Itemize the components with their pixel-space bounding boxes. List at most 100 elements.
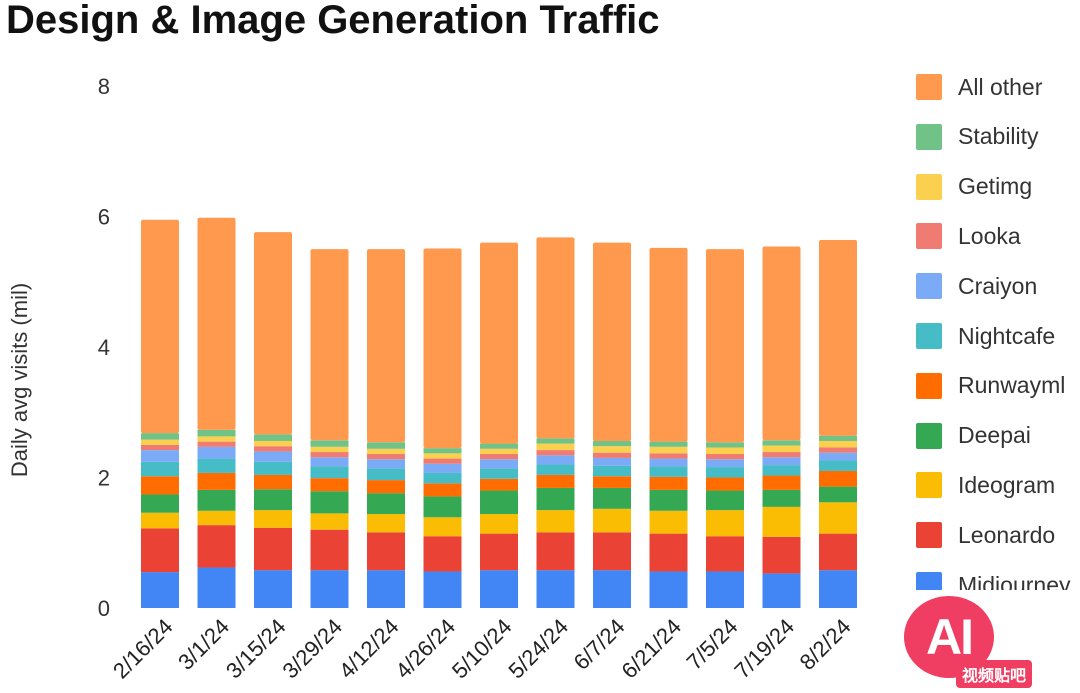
bar-segment-runwayml [706, 477, 744, 491]
bar-segment-looka [593, 452, 631, 458]
legend-label: Stability [958, 123, 1039, 150]
bar-stack-6-7-24 [593, 242, 631, 608]
legend-swatch [916, 273, 942, 300]
legend-item-leonardo: Leonardo [916, 520, 1055, 550]
chart-legend: All other Stability Getimg Looka Craiyon Nigh… [916, 0, 1080, 590]
bar-segment-midjourney [536, 570, 575, 608]
x-tick-label: 5/10/24 [447, 614, 517, 684]
bar-segment-leonardo [310, 529, 349, 571]
bar-segment-leonardo [819, 533, 857, 571]
bar-segment-all-other [423, 248, 462, 449]
bar-segment-looka [367, 454, 405, 460]
legend-swatch [916, 173, 942, 200]
bar-segment-stability [706, 442, 744, 448]
bar-segment-nightcafe [536, 464, 575, 475]
bar-segment-midjourney [706, 571, 744, 608]
bar-segment-runwayml [762, 475, 801, 490]
bar-segment-nightcafe [141, 461, 179, 477]
y-tick-label: 0 [98, 596, 110, 621]
legend-swatch [916, 422, 942, 449]
bar-segment-craiyon [819, 452, 857, 461]
chart-title: Design & Image Generation Traffic [6, 0, 660, 42]
bar-segment-leonardo [141, 528, 179, 573]
bar-segment-runwayml [367, 480, 405, 494]
bar-segment-craiyon [141, 450, 179, 462]
bar-segment-leonardo [197, 525, 236, 568]
bar-stack-5-10-24 [480, 242, 518, 608]
legend-label: Midjourney [958, 571, 1071, 591]
stacked-bar-chart: 0 2 4 6 8 Daily avg visits (mil) 2/16/243/1/… [7, 74, 857, 684]
y-tick-label: 2 [98, 466, 110, 491]
bar-segment-stability [367, 442, 405, 449]
bar-segment-nightcafe [367, 468, 405, 481]
legend-item-deepai: Deepai [916, 421, 1031, 451]
bar-segment-all-other [310, 249, 349, 441]
bar-segment-getimg [423, 453, 462, 459]
bar-segment-looka [197, 441, 236, 447]
bar-segment-stability [819, 435, 857, 441]
bar-segment-nightcafe [254, 461, 292, 475]
bar-segment-deepai [480, 490, 518, 515]
bar-segment-nightcafe [819, 460, 857, 471]
bar-segment-runwayml [649, 476, 688, 490]
bar-segment-getimg [141, 439, 179, 445]
y-tick-label: 8 [98, 74, 110, 99]
x-tick-label: 7/19/24 [729, 614, 799, 684]
bar-segment-midjourney [254, 570, 292, 608]
bar-segment-nightcafe [197, 458, 236, 473]
bar-segment-midjourney [141, 572, 179, 608]
x-tick-label: 4/12/24 [334, 614, 404, 684]
bar-segment-ideogram [254, 510, 292, 528]
bar-segment-getimg [762, 445, 801, 453]
bar-stack-7-5-24 [706, 249, 744, 608]
legend-item-ideogram: Ideogram [916, 470, 1055, 500]
legend-swatch [916, 522, 942, 549]
y-axis-label: Daily avg visits (mil) [7, 283, 32, 477]
bar-segment-stability [423, 448, 462, 454]
bar-segment-ideogram [706, 510, 744, 537]
bar-segment-midjourney [367, 570, 405, 608]
bar-stack-3-1-24 [197, 217, 236, 608]
bar-segment-looka [649, 453, 688, 459]
x-axis-ticks: 2/16/243/1/243/15/243/29/244/12/244/26/2… [108, 614, 856, 684]
bar-segment-stability [480, 443, 518, 449]
bar-segment-nightcafe [762, 465, 801, 476]
legend-swatch [916, 323, 942, 349]
bar-stack-5-24-24 [536, 237, 575, 608]
watermark-text: 视频贴吧 [956, 660, 1033, 688]
bar-stack-2-16-24 [141, 219, 179, 608]
bar-stack-4-12-24 [367, 249, 405, 608]
legend-label: Leonardo [958, 521, 1056, 548]
bar-segment-all-other [706, 249, 744, 443]
bar-segment-deepai [819, 486, 857, 503]
bar-stack-8-2-24 [819, 239, 857, 608]
bar-segment-deepai [197, 489, 236, 511]
bar-segment-leonardo [706, 536, 744, 572]
bar-segment-looka [536, 450, 575, 456]
bar-segment-craiyon [367, 459, 405, 469]
bar-stacks [141, 217, 857, 608]
bar-segment-ideogram [649, 510, 688, 534]
bar-segment-all-other [536, 237, 575, 439]
legend-label: Craiyon [958, 272, 1038, 299]
bar-segment-ideogram [593, 508, 631, 533]
bar-segment-all-other [593, 242, 631, 441]
bar-segment-runwayml [593, 476, 631, 488]
bar-segment-ideogram [762, 506, 801, 537]
bar-segment-all-other [197, 217, 236, 430]
legend-label: Looka [958, 222, 1021, 249]
bar-stack-4-26-24 [423, 248, 462, 608]
legend-swatch [916, 223, 942, 250]
x-tick-label: 3/29/24 [277, 614, 347, 684]
bar-segment-runwayml [536, 474, 575, 488]
bar-segment-ideogram [480, 514, 518, 534]
bar-segment-stability [141, 433, 179, 440]
bar-segment-leonardo [367, 532, 405, 571]
bar-segment-stability [593, 440, 631, 447]
bar-segment-looka [310, 452, 349, 458]
legend-item-all-other: All other [916, 72, 1042, 102]
legend-swatch [916, 123, 942, 150]
legend-item-midjourney: Midjourney [916, 570, 1071, 590]
bar-segment-ideogram [423, 517, 462, 537]
bar-segment-craiyon [480, 459, 518, 469]
